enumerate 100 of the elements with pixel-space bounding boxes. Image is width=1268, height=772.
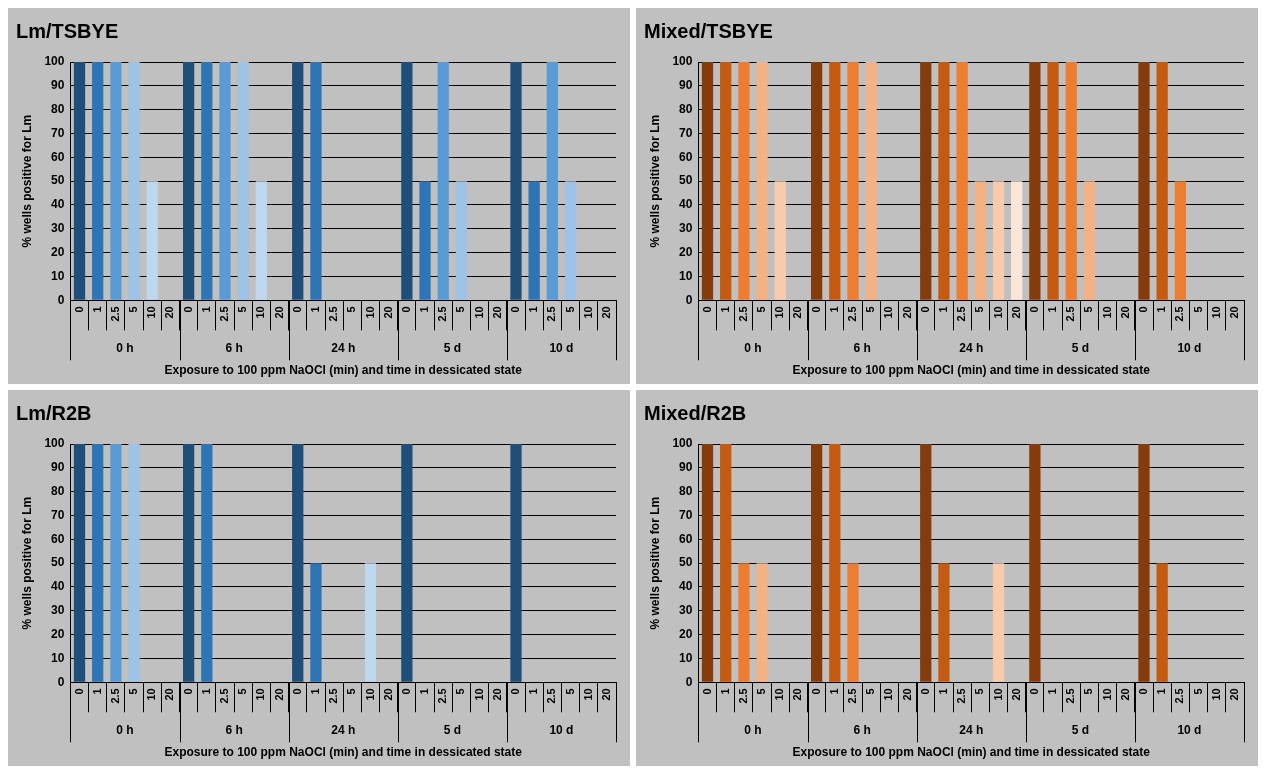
y-tick-label: 30	[679, 221, 693, 236]
x-tick-label: 10	[254, 306, 267, 319]
x-tick-label: 2.5	[327, 688, 340, 704]
x-tick-label: 2.5	[955, 688, 968, 704]
y-tick-label: 40	[679, 197, 693, 212]
x-tick-label: 5	[864, 688, 877, 695]
y-axis-title: % wells positive for Lm	[19, 114, 34, 248]
x-tick-label: 10	[882, 306, 895, 319]
x-tick-label: 0	[1137, 306, 1150, 313]
x-tick-label: 10	[882, 688, 895, 701]
x-tick-label: 5	[127, 306, 140, 313]
text: 6 h	[853, 722, 871, 737]
x-tick-label: 2.5	[218, 306, 231, 322]
text: 5 d	[1071, 722, 1089, 737]
y-tick-label: 10	[51, 268, 65, 283]
text: 0 h	[744, 722, 762, 737]
x-tick-label: 10	[773, 306, 786, 319]
x-tick-label: 2.5	[1064, 688, 1077, 704]
x-tick-label: 5	[127, 688, 140, 695]
x-tick-label: 5	[755, 688, 768, 695]
x-tick-label: 0	[918, 688, 931, 695]
x-tick-label: 1	[90, 306, 103, 313]
x-tick-label: 10	[472, 306, 485, 319]
x-tick-label: 5	[1191, 688, 1204, 695]
y-tick-label: 30	[679, 603, 693, 618]
x-tick-label: 10	[581, 688, 594, 701]
x-tick-label: 0	[290, 306, 303, 313]
x-tick-label: 1	[1155, 306, 1168, 313]
x-tick-label: 20	[900, 688, 913, 701]
x-tick-label: 1	[1046, 688, 1059, 695]
x-tick-label: 10	[581, 306, 594, 319]
x-axis-title: Exposure to 100 ppm NaOCl (min) and time in dessicated state	[792, 363, 1151, 378]
x-tick-label: 10	[1209, 306, 1222, 319]
x-tick-label: 1	[936, 688, 949, 695]
y-tick-label: 80	[51, 101, 65, 116]
x-tick-label: 2.5	[545, 688, 558, 704]
x-tick-label: 5	[1082, 306, 1095, 313]
x-tick-label: 1	[827, 688, 840, 695]
x-tick-label: 0	[290, 688, 303, 695]
x-tick-label: 20	[1118, 306, 1131, 319]
text: 24 h	[331, 340, 356, 355]
x-tick-label: 20	[490, 306, 503, 319]
y-tick-label: 60	[679, 531, 693, 546]
text: 24 h	[331, 722, 356, 737]
y-tick-label: 30	[51, 603, 65, 618]
x-tick-label: 1	[199, 306, 212, 313]
y-tick-label: 100	[44, 436, 65, 451]
y-tick-label: 90	[679, 460, 693, 475]
x-tick-label: 20	[791, 306, 804, 319]
x-tick-label: 20	[381, 306, 394, 319]
x-tick-label: 20	[1118, 688, 1131, 701]
y-tick-label: 100	[672, 54, 693, 69]
x-tick-label: 1	[936, 306, 949, 313]
text: 6 h	[225, 340, 243, 355]
x-tick-label: 20	[599, 306, 612, 319]
x-tick-label: 2.5	[846, 688, 859, 704]
x-tick-label: 20	[272, 306, 285, 319]
x-tick-label: 5	[1082, 688, 1095, 695]
x-tick-label: 20	[1227, 306, 1240, 319]
x-tick-label: 2.5	[736, 306, 749, 322]
x-tick-label: 2.5	[1173, 688, 1186, 704]
x-tick-label: 1	[418, 688, 431, 695]
y-tick-label: 40	[51, 197, 65, 212]
x-tick-label: 10	[363, 306, 376, 319]
x-tick-label: 5	[973, 688, 986, 695]
y-tick-label: 50	[679, 555, 693, 570]
x-tick-label: 10	[1100, 306, 1113, 319]
x-tick-label: 0	[1027, 306, 1040, 313]
x-tick-label: 2.5	[736, 688, 749, 704]
x-tick-label: 2.5	[327, 306, 340, 322]
x-tick-label: 5	[345, 688, 358, 695]
x-tick-label: 10	[145, 306, 158, 319]
x-axis-title: Exposure to 100 ppm NaOCl (min) and time in dessicated state	[164, 363, 523, 378]
x-axis-title: Exposure to 100 ppm NaOCl (min) and time in dessicated state	[164, 745, 523, 760]
x-tick-label: 10	[472, 688, 485, 701]
y-tick-label: 90	[679, 78, 693, 93]
x-tick-label: 0	[509, 306, 522, 313]
x-tick-label: 0	[399, 306, 412, 313]
y-tick-label: 100	[44, 54, 65, 69]
x-tick-label: 20	[1009, 306, 1022, 319]
x-tick-label: 5	[345, 306, 358, 313]
x-tick-label: 0	[1137, 688, 1150, 695]
y-tick-label: 60	[51, 149, 65, 164]
x-tick-label: 0	[72, 306, 85, 313]
text: 24 h	[959, 340, 984, 355]
y-tick-label: 80	[679, 101, 693, 116]
y-tick-label: 30	[51, 221, 65, 236]
x-tick-label: 2.5	[545, 306, 558, 322]
x-tick-label: 10	[363, 688, 376, 701]
chart-title: Lm/R2B	[16, 401, 92, 424]
x-tick-label: 5	[973, 306, 986, 313]
x-tick-label: 1	[308, 306, 321, 313]
text: 0 h	[116, 340, 134, 355]
x-tick-label: 2.5	[436, 306, 449, 322]
x-tick-label: 20	[163, 688, 176, 701]
y-tick-label: 90	[51, 78, 65, 93]
y-tick-label: 70	[679, 507, 693, 522]
y-tick-label: 50	[679, 173, 693, 188]
x-tick-label: 0	[809, 688, 822, 695]
y-tick-label: 10	[679, 650, 693, 665]
